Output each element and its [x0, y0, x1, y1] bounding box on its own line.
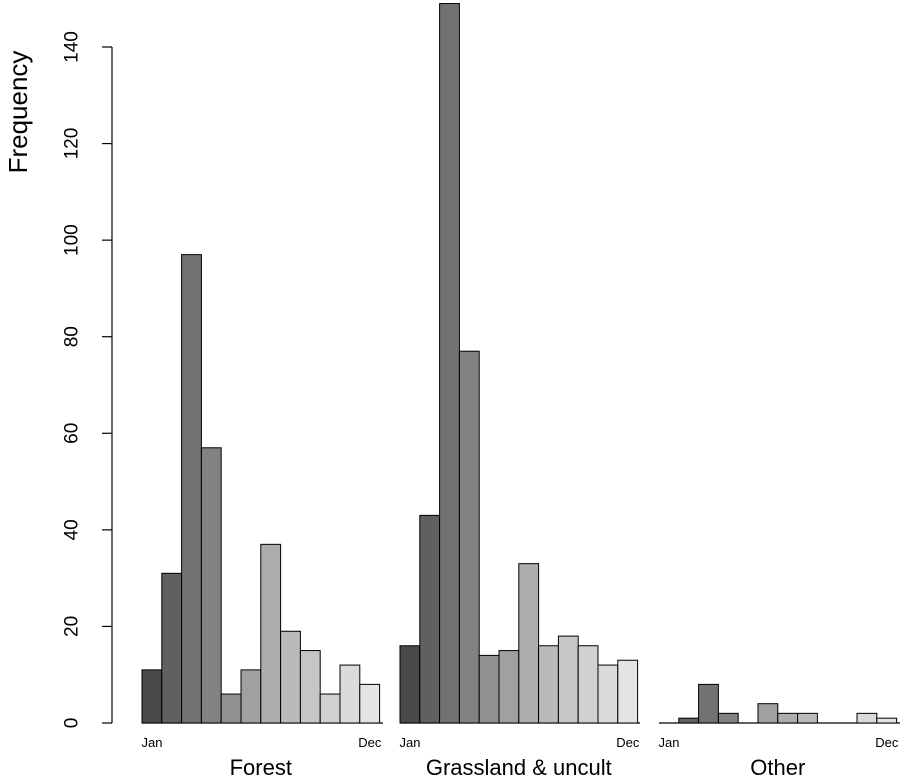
bar-apr — [458, 350, 480, 724]
month-label-dec: Dec — [358, 735, 382, 750]
month-label-jan: Jan — [400, 735, 421, 750]
y-axis: 0 20 40 60 80 100 120 140 — [62, 31, 113, 728]
y-tick-label: 100 — [62, 224, 83, 256]
bar-jun — [240, 669, 262, 724]
bar-feb — [419, 514, 441, 724]
month-label-dec: Dec — [616, 735, 640, 750]
labels-layer: Jan Dec Forest Jan Dec Grassland & uncult Jan D… — [142, 735, 899, 779]
bar-dec — [876, 717, 898, 724]
bars-layer — [141, 3, 900, 724]
month-label-dec: Dec — [875, 735, 899, 750]
bar-sep — [299, 650, 321, 724]
bar-jan — [399, 645, 421, 724]
bar-may — [220, 693, 242, 724]
bar-dec — [359, 683, 381, 724]
bar-jul — [518, 563, 540, 724]
y-axis-label: Frequency — [3, 51, 33, 174]
bar-mar — [439, 3, 460, 724]
group-label: Forest — [230, 755, 292, 779]
bar-feb — [161, 572, 183, 724]
month-label-jan: Jan — [659, 735, 680, 750]
bar-sep — [557, 635, 579, 724]
bar-may — [478, 654, 500, 724]
y-tick-label: 140 — [62, 31, 83, 63]
bar-nov — [856, 712, 878, 724]
bar-aug — [280, 630, 301, 724]
group-label: Other — [750, 755, 805, 779]
bar-jul — [260, 543, 282, 724]
bar-jun — [498, 650, 520, 724]
bar-nov — [597, 664, 619, 724]
bar-mar — [698, 683, 719, 724]
group-label: Grassland & uncult — [426, 755, 612, 779]
bar-oct — [577, 645, 599, 724]
y-tick-label: 120 — [62, 128, 83, 160]
y-tick-label: 20 — [62, 616, 83, 637]
y-tick-label: 80 — [62, 326, 83, 347]
bar-jan — [141, 669, 163, 724]
bar-jul — [777, 712, 799, 724]
bar-aug — [538, 645, 559, 724]
bar-feb — [678, 717, 700, 724]
y-tick-label: 0 — [62, 718, 83, 729]
bar-nov — [339, 664, 361, 724]
month-label-jan: Jan — [142, 735, 163, 750]
y-tick-label: 40 — [62, 519, 83, 540]
y-tick-label: 60 — [62, 423, 83, 444]
bar-aug — [797, 712, 818, 724]
bar-apr — [717, 712, 739, 724]
bar-apr — [200, 447, 222, 724]
bar-jun — [757, 703, 779, 724]
bar-dec — [617, 659, 639, 724]
bar-oct — [319, 693, 341, 724]
bar-mar — [181, 254, 202, 724]
